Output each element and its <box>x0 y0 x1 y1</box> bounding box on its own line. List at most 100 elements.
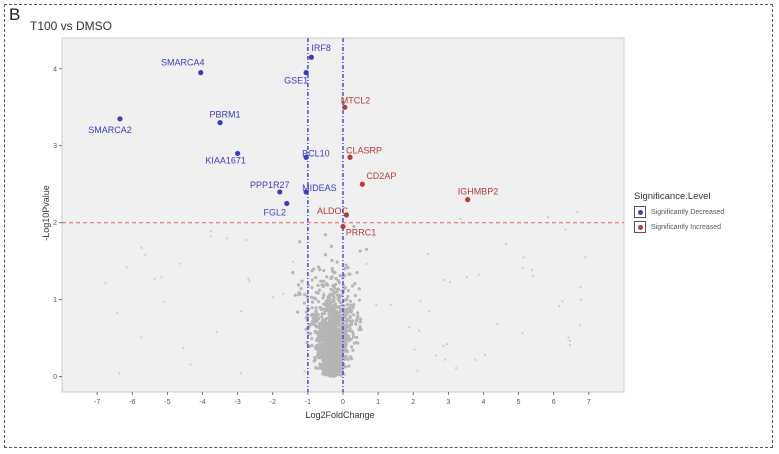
background-point <box>349 310 353 314</box>
background-point <box>351 305 355 309</box>
background-point <box>347 272 351 276</box>
background-point <box>226 237 229 240</box>
background-point <box>320 312 324 316</box>
background-point <box>291 260 295 264</box>
background-point <box>336 358 340 362</box>
background-point <box>336 287 341 291</box>
background-point <box>328 340 332 345</box>
background-point <box>428 309 431 313</box>
background-point <box>358 325 362 329</box>
background-point <box>325 309 329 313</box>
background-point <box>327 312 331 316</box>
background-point <box>320 307 324 312</box>
background-point <box>304 310 308 314</box>
background-point <box>335 345 339 349</box>
background-point <box>413 348 416 351</box>
background-point <box>455 366 458 370</box>
x-tick-label: 4 <box>482 399 486 406</box>
background-point <box>352 224 356 229</box>
x-tick-label: -7 <box>94 399 100 406</box>
background-point <box>328 350 332 354</box>
background-point <box>356 311 360 315</box>
background-point <box>331 371 335 375</box>
background-point <box>358 320 362 324</box>
background-point <box>443 278 446 282</box>
background-point <box>315 318 319 323</box>
background-point <box>189 363 192 366</box>
x-tick-label: 2 <box>411 399 415 406</box>
background-point <box>314 312 318 316</box>
background-point <box>561 300 564 303</box>
background-point <box>354 340 358 345</box>
background-point <box>330 326 334 330</box>
background-point <box>248 279 251 283</box>
gene-label: BCL10 <box>302 148 330 158</box>
background-point <box>349 322 354 327</box>
background-point <box>348 306 352 310</box>
background-point <box>312 296 316 300</box>
background-point <box>546 215 550 219</box>
background-point <box>483 353 487 357</box>
background-point <box>334 276 338 281</box>
background-point <box>291 271 295 275</box>
background-point <box>356 314 360 318</box>
gene-point <box>342 104 348 110</box>
background-point <box>310 312 314 317</box>
background-point <box>352 313 356 317</box>
background-point <box>365 262 368 266</box>
background-point <box>579 286 582 289</box>
background-point <box>327 337 332 341</box>
background-point <box>355 318 359 323</box>
background-point <box>309 322 314 327</box>
gene-point <box>308 54 314 60</box>
background-point <box>407 325 411 329</box>
background-point <box>332 315 336 320</box>
background-point <box>335 260 339 264</box>
background-point <box>316 300 321 304</box>
background-point <box>302 292 307 297</box>
background-point <box>314 275 318 280</box>
background-point <box>330 258 334 263</box>
background-point <box>315 343 319 347</box>
background-point <box>293 293 297 297</box>
background-point <box>351 335 356 339</box>
y-tick-label: 0 <box>53 374 57 381</box>
background-point <box>338 300 342 305</box>
background-point <box>325 316 329 320</box>
gene-label: SMARCA2 <box>88 125 132 135</box>
background-point <box>335 293 340 297</box>
background-points <box>104 210 587 378</box>
background-point <box>322 279 326 283</box>
background-point <box>343 321 347 325</box>
background-point <box>313 356 317 360</box>
background-point <box>531 274 534 278</box>
background-point <box>335 348 340 352</box>
background-point <box>300 279 304 283</box>
background-point <box>329 315 333 319</box>
background-point <box>153 277 156 280</box>
gene-label: MIDEAS <box>302 183 337 193</box>
background-point <box>357 298 362 302</box>
background-point <box>318 268 322 272</box>
background-point <box>350 345 354 349</box>
background-point <box>310 343 314 348</box>
background-point <box>576 210 579 213</box>
background-point <box>358 249 362 253</box>
background-point <box>328 300 332 305</box>
background-point <box>344 332 348 336</box>
background-point <box>182 346 185 349</box>
legend-label-decreased: Significantly Decreased <box>651 208 725 216</box>
gene-label: CD2AP <box>366 171 396 181</box>
panel-letter: B <box>9 5 21 24</box>
background-point <box>521 331 524 335</box>
background-point <box>568 343 572 347</box>
background-point <box>417 329 421 332</box>
background-point <box>351 332 355 336</box>
background-point <box>316 331 320 335</box>
background-point <box>459 217 462 220</box>
background-point <box>336 328 340 332</box>
background-point <box>345 318 349 323</box>
background-point <box>336 313 340 317</box>
background-point <box>345 329 349 333</box>
background-point <box>338 273 342 278</box>
